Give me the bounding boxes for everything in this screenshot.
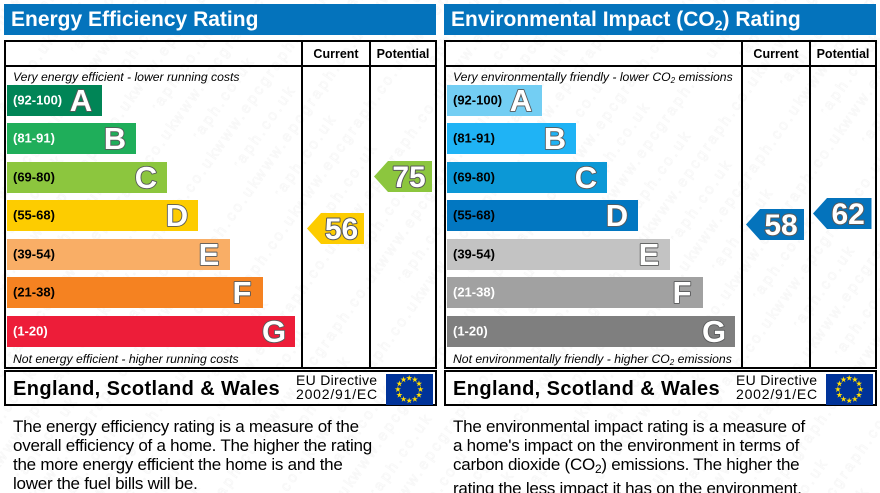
svg-text:F: F — [232, 277, 251, 308]
svg-text:62: 62 — [832, 198, 865, 229]
svg-text:56: 56 — [325, 213, 358, 244]
svg-text:A: A — [70, 85, 92, 116]
svg-text:E: E — [198, 239, 219, 270]
svg-text:A: A — [510, 85, 532, 116]
svg-text:58: 58 — [764, 209, 797, 240]
svg-text:F: F — [672, 277, 691, 308]
svg-text:B: B — [543, 123, 565, 154]
svg-text:B: B — [103, 123, 125, 154]
svg-text:C: C — [575, 162, 597, 193]
svg-text:G: G — [702, 316, 726, 347]
svg-text:D: D — [166, 200, 188, 231]
svg-text:G: G — [262, 316, 286, 347]
svg-text:D: D — [606, 200, 628, 231]
svg-text:C: C — [135, 162, 157, 193]
svg-text:E: E — [638, 239, 659, 270]
svg-text:75: 75 — [392, 161, 425, 192]
